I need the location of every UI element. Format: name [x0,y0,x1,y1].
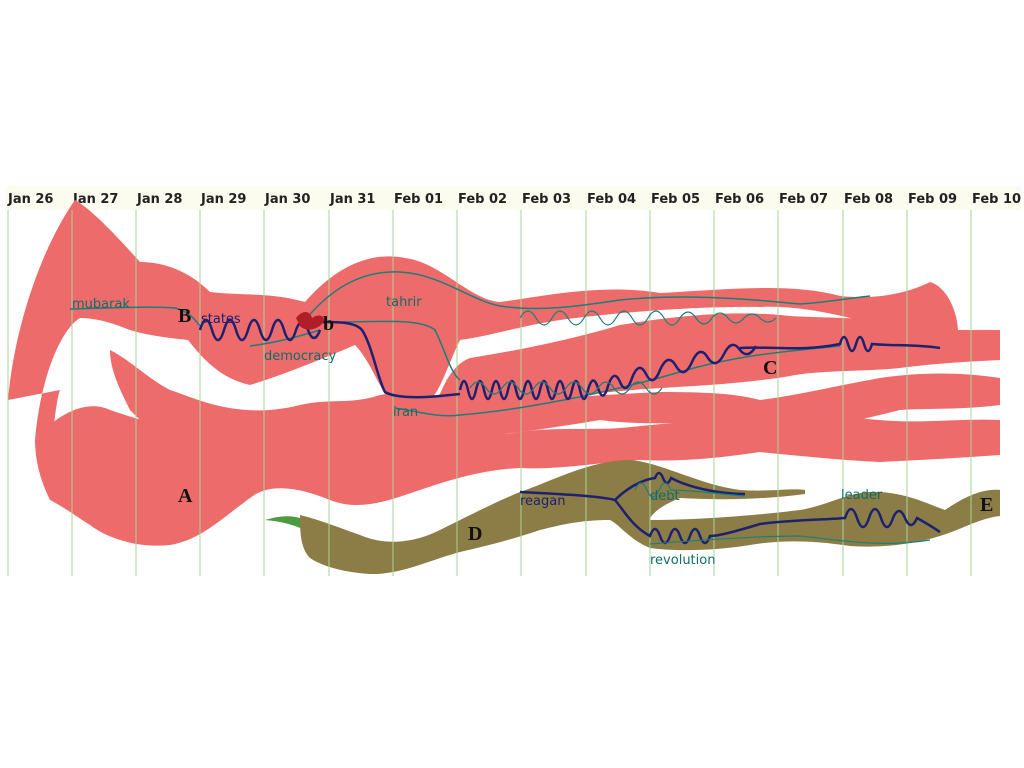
annotation-markers: A B b C D E [178,305,993,545]
topic-threads [69,271,941,545]
date-label: Feb 01 [394,192,443,207]
thread-junction-splash [296,312,325,330]
thread-tahrir-loops [519,310,777,326]
topic-labels: mubarak states democracy tahrir iran rea… [72,295,883,568]
thread-tahrir [304,271,871,321]
date-label: Jan 29 [200,192,246,207]
date-label: Feb 04 [587,192,636,207]
date-label: Feb 07 [779,192,828,207]
date-label: Jan 28 [136,192,182,207]
thread-reagan [519,471,746,502]
topic-label-leader: leader [841,488,883,503]
date-label: Feb 05 [651,192,700,207]
date-header-band [6,186,1022,210]
thread-revolution [614,499,941,545]
topic-label-reagan: reagan [520,494,565,509]
date-label: Feb 03 [522,192,571,207]
date-label: Feb 08 [844,192,893,207]
date-axis: Jan 26 Jan 27 Jan 28 Jan 29 Jan 30 Jan 3… [7,192,1021,207]
red-stream-mubarak [8,200,1000,474]
thread-debt-teal [634,482,746,498]
thread-iran [394,345,841,417]
thread-middle-loops [469,381,663,395]
marker-C: C [763,357,777,379]
topic-label-revolution: revolution [650,553,715,568]
marker-B: B [178,305,191,327]
topic-label-mubarak: mubarak [72,297,130,312]
topic-label-tahrir: tahrir [386,295,422,310]
date-label: Feb 10 [972,192,1021,207]
red-stream-bottom [35,402,1000,546]
thread-revolution-teal [649,535,931,545]
topic-label-debt: debt [650,489,680,504]
thread-navy-tail [739,335,941,353]
date-label: Feb 02 [458,192,507,207]
date-label: Jan 30 [264,192,310,207]
date-label: Feb 09 [908,192,957,207]
date-label: Feb 06 [715,192,764,207]
topic-label-states: states [201,312,241,327]
marker-A: A [178,485,193,507]
thread-navy-coil [458,343,758,401]
marker-b-lower: b [323,313,334,335]
topic-label-iran: iran [393,405,418,420]
topic-streams [8,200,1000,575]
thread-navy-main [319,320,461,399]
marker-D: D [468,523,482,545]
date-label: Jan 26 [7,192,53,207]
marker-E: E [980,494,993,516]
date-label: Jan 31 [329,192,375,207]
thread-mubarak [69,306,201,327]
topic-label-democracy: democracy [264,349,336,364]
date-label: Jan 27 [72,192,118,207]
thread-tahrir-lower [339,320,461,381]
